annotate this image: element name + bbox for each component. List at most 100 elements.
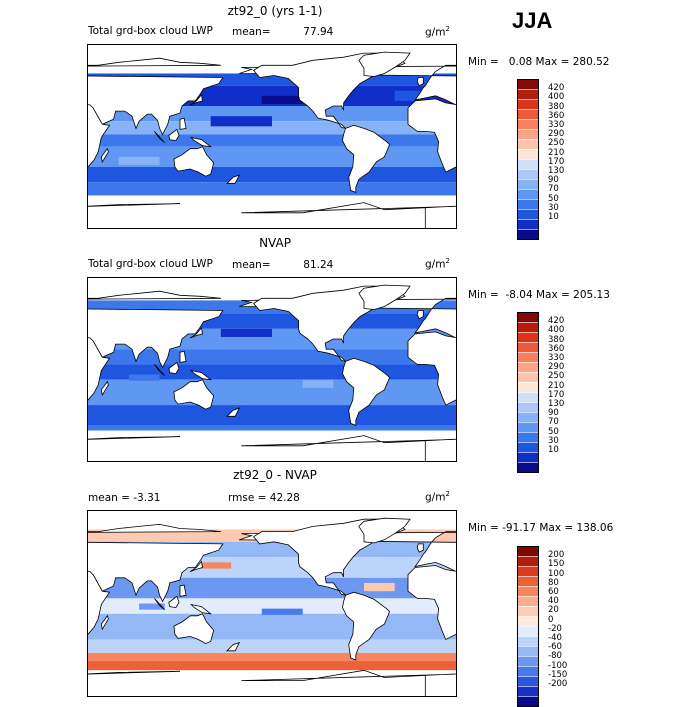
land-outline: [88, 670, 181, 675]
colorbar-swatch: [518, 139, 538, 149]
land-outline: [173, 613, 215, 645]
ocean-band: [88, 379, 456, 406]
land-outline: [88, 523, 224, 603]
land-outline: [100, 147, 109, 163]
panel-1-mean-value: 77.94: [303, 26, 334, 38]
colorbar-swatch: [518, 442, 538, 452]
ocean-patch: [261, 95, 303, 104]
colorbar-tick-label: 420: [548, 83, 565, 94]
colorbar-tick-label: 60: [548, 587, 559, 597]
land-outline: [416, 543, 424, 553]
panel-1-mean: mean= 77.94: [232, 26, 333, 38]
land-outline: [100, 380, 109, 396]
land-outline: [407, 98, 456, 173]
land-outline: [88, 57, 224, 136]
panel-1-colorbar-labels: 10 30 50 70 90 130 170 210 250 290 330 360 380 400 420: [548, 79, 588, 226]
ocean-patch: [118, 156, 160, 165]
colorbar-swatch: [518, 676, 538, 686]
ocean-band: [88, 349, 456, 365]
ocean-band: [88, 670, 456, 696]
land-outline: [342, 591, 391, 661]
land-outline: [358, 51, 411, 77]
colorbar-swatch: [518, 452, 538, 462]
colorbar-swatch: [518, 412, 538, 422]
ocean-patch: [261, 608, 303, 615]
ocean-band: [88, 639, 456, 653]
panel-2-field-label: Total grd-box cloud LWP: [88, 258, 213, 270]
panel-2-map: [87, 277, 457, 462]
ocean-band: [88, 425, 456, 431]
colorbar-swatch: [518, 462, 538, 472]
land-outline: [179, 350, 187, 363]
colorbar-tick-label: 30: [548, 202, 559, 213]
panel-2-mean-value: 81.24: [303, 259, 334, 271]
ocean-patch: [220, 328, 272, 337]
colorbar-tick-label: 100: [548, 568, 565, 579]
panel-3-title: zt92_0 - NVAP: [233, 468, 317, 482]
colorbar-swatch: [518, 556, 538, 566]
colorbar-swatch: [518, 606, 538, 616]
colorbar-tick-label: 200: [548, 550, 565, 561]
colorbar-swatch: [518, 616, 538, 626]
panel-3-rmse-label: rmse =: [228, 492, 267, 504]
season-label: JJA: [512, 8, 553, 33]
colorbar-tick-label: 210: [548, 147, 565, 158]
land-outline: [189, 560, 203, 572]
land-outline: [189, 326, 203, 339]
colorbar-swatch: [518, 149, 538, 159]
land-outline: [100, 614, 109, 631]
ocean-band: [88, 652, 456, 662]
land-outline: [168, 128, 180, 142]
colorbar-tick-label: -80: [548, 651, 562, 662]
ocean-band: [88, 134, 456, 147]
colorbar-swatch: [518, 646, 538, 656]
land-outline: [226, 174, 241, 184]
colorbar-tick-label: -100: [548, 660, 568, 671]
colorbar-tick-label: 80: [548, 577, 559, 588]
colorbar-tick-label: 290: [548, 129, 565, 140]
colorbar-tick-label: 40: [548, 596, 559, 607]
colorbar-swatch: [518, 596, 538, 606]
colorbar-swatch: [518, 99, 538, 109]
land-outline: [407, 565, 456, 641]
panel-1-min-max: Min = 0.08 Max = 280.52: [468, 56, 610, 68]
land-outline: [88, 337, 111, 401]
panel-2-unit: g/m2: [425, 257, 450, 271]
colorbar-tick-label: 170: [548, 156, 565, 167]
colorbar-tick-label: 330: [548, 120, 565, 130]
ocean-patch: [139, 603, 165, 610]
colorbar-tick-label: 70: [548, 184, 559, 195]
colorbar-tick-label: 380: [548, 101, 565, 112]
colorbar-tick-label: 290: [548, 362, 565, 373]
panel-3-rmse-value: 42.28: [269, 492, 300, 504]
panel-2-min-max: Min = -8.04 Max = 205.13: [468, 289, 610, 301]
colorbar-swatch: [518, 656, 538, 666]
land-outline: [239, 64, 456, 106]
colorbar-tick-label: 130: [548, 166, 565, 176]
land-outline: [173, 379, 215, 410]
land-outline: [154, 131, 165, 143]
colorbar-tick-label: -200: [548, 679, 568, 689]
colorbar-tick-label: 150: [548, 559, 565, 570]
colorbar-swatch: [518, 189, 538, 199]
panel-1-title: zt92_0 (yrs 1-1): [227, 4, 323, 18]
ocean-patch: [394, 90, 421, 101]
colorbar-swatch: [518, 382, 538, 392]
colorbar-tick-label: -40: [548, 633, 562, 643]
colorbar-tick-label: 420: [548, 316, 565, 327]
colorbar-tick-label: 90: [548, 175, 559, 186]
land-outline: [416, 310, 424, 320]
colorbar-tick-label: 250: [548, 371, 565, 382]
colorbar-tick-label: 20: [548, 605, 559, 616]
panel-3-colorbar-labels: -200 -150 -100 -80 -60 -40 -20 0 20 40 60 80 100 150 2…: [548, 546, 588, 693]
colorbar-swatch: [518, 696, 538, 706]
colorbar-swatch: [518, 566, 538, 576]
colorbar-swatch: [518, 322, 538, 332]
colorbar-tick-label: 360: [548, 343, 565, 354]
land-outline: [173, 146, 215, 177]
colorbar-tick-label: 380: [548, 334, 565, 345]
land-outline: [189, 93, 203, 106]
colorbar-swatch: [518, 229, 538, 239]
colorbar-swatch: [518, 179, 538, 189]
colorbar-swatch: [518, 80, 538, 89]
